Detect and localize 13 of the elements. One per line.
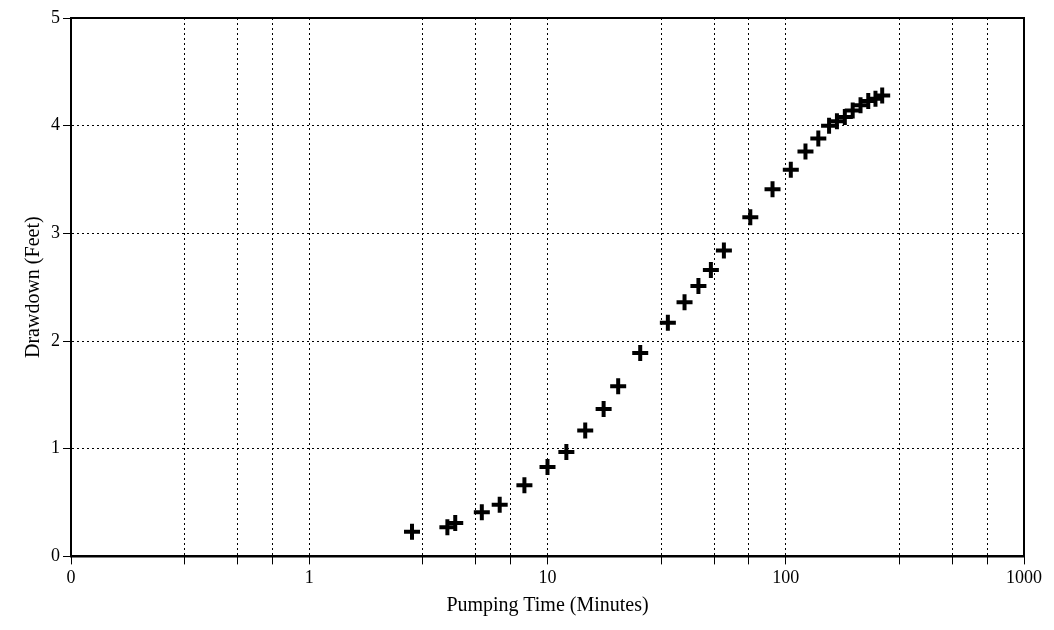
y-tick-label: 1 xyxy=(51,437,60,458)
y-tick-label: 2 xyxy=(51,329,60,350)
x-tick-label: 10 xyxy=(538,566,557,587)
y-tick-label: 4 xyxy=(51,114,60,135)
x-tick-label: 1000 xyxy=(1006,566,1042,587)
x-tick-label: 0 xyxy=(66,566,76,587)
y-tick-label: 0 xyxy=(51,545,60,566)
y-axis-title: Drawdown (Feet) xyxy=(21,216,45,359)
x-axis-title: Pumping Time (Minutes) xyxy=(446,593,649,617)
x-tick-label: 1 xyxy=(304,566,314,587)
y-tick-label: 5 xyxy=(51,6,60,27)
x-tick-label: 100 xyxy=(772,566,800,587)
y-tick-label: 3 xyxy=(51,222,60,243)
